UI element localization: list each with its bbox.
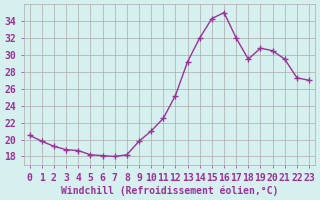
X-axis label: Windchill (Refroidissement éolien,°C): Windchill (Refroidissement éolien,°C) <box>61 185 278 196</box>
